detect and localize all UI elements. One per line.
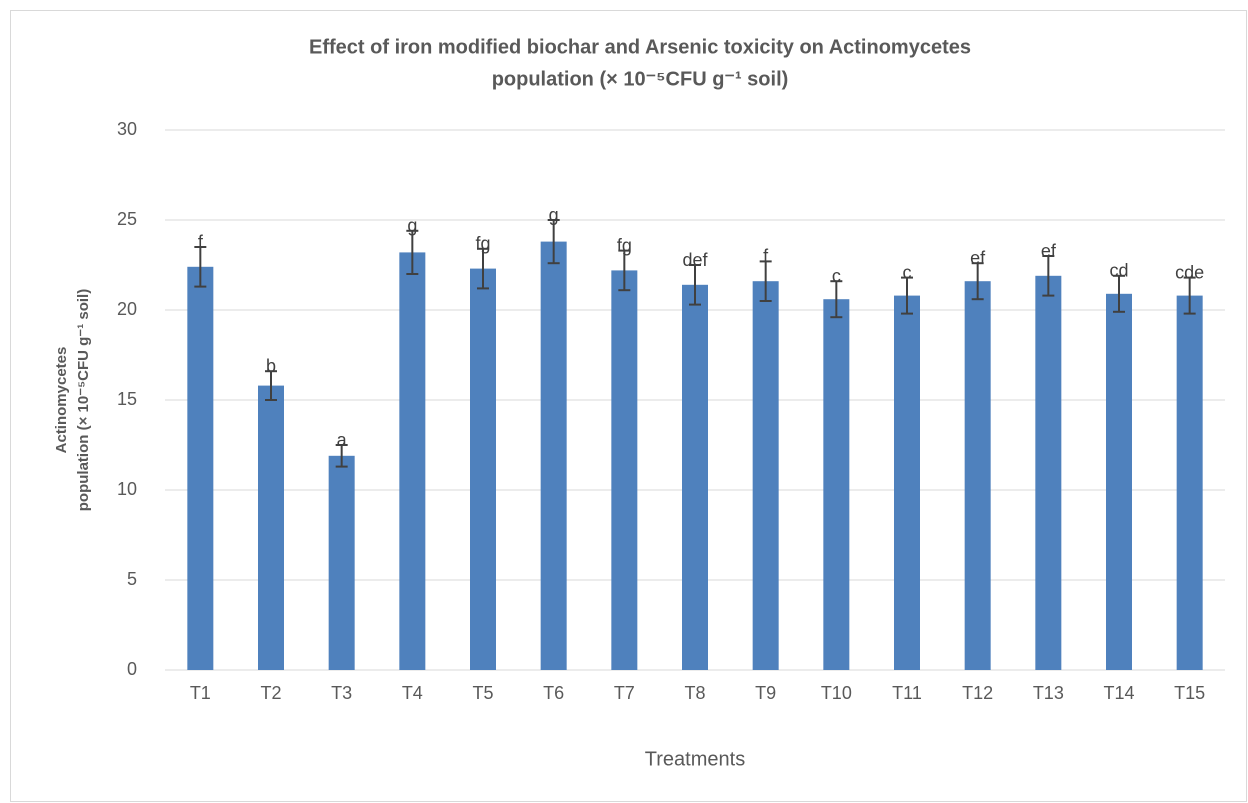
error-bar (547, 219, 560, 265)
y-tick-label: 5 (127, 569, 137, 589)
error-bar (759, 260, 772, 302)
y-tick-label: 15 (117, 389, 137, 409)
error-bar (901, 276, 913, 315)
bar (187, 266, 214, 670)
bar (540, 241, 567, 670)
bar (682, 284, 708, 670)
bar (752, 281, 779, 670)
significance-letter: fg (617, 235, 632, 255)
x-axis-title: Treatments (645, 748, 745, 770)
error-bar (406, 229, 419, 275)
error-bar (477, 247, 489, 290)
bar (1035, 275, 1062, 670)
x-tick-label: T9 (755, 683, 776, 703)
error-bar (689, 264, 701, 306)
x-tick-label: T2 (260, 683, 281, 703)
y-tick-label: 10 (117, 479, 137, 499)
error-bar (194, 246, 207, 288)
y-tick-label: 30 (117, 119, 137, 139)
significance-letter: g (407, 216, 417, 236)
significance-letter: cde (1175, 262, 1204, 282)
y-tick-label: 25 (117, 209, 137, 229)
significance-letter: b (266, 356, 276, 376)
bar (328, 455, 355, 670)
y-tick-label: 0 (127, 659, 137, 679)
significance-letter: g (549, 205, 559, 225)
x-tick-label: T8 (684, 683, 705, 703)
x-tick-label: T1 (190, 683, 211, 703)
significance-letter: def (682, 250, 708, 270)
y-axis-title: Actinomycetes (53, 347, 70, 454)
error-bar (618, 249, 631, 292)
error-bar (265, 370, 277, 401)
significance-letter: f (763, 246, 769, 266)
y-tick-label: 20 (117, 299, 137, 319)
x-tick-label: T12 (962, 683, 993, 703)
y-axis-title: population (× 10⁻⁵CFU g⁻¹ soil) (75, 289, 92, 511)
x-tick-label: T15 (1174, 683, 1205, 703)
x-tick-label: T10 (821, 683, 852, 703)
x-tick-label: T7 (614, 683, 635, 703)
x-tick-label: T4 (402, 683, 423, 703)
significance-letter: ef (1041, 241, 1057, 261)
error-bar (1042, 255, 1055, 297)
significance-letter: f (198, 232, 204, 252)
significance-letter: cd (1109, 261, 1128, 281)
x-tick-label: T13 (1033, 683, 1064, 703)
error-bar (971, 262, 984, 301)
x-tick-label: T3 (331, 683, 352, 703)
error-bar (1183, 276, 1196, 315)
chart-title: Effect of iron modified biochar and Arse… (309, 36, 971, 58)
bar (964, 281, 991, 670)
significance-letter: ef (970, 248, 986, 268)
bar (611, 270, 638, 670)
x-tick-label: T11 (892, 683, 922, 703)
bar (1106, 293, 1132, 670)
significance-letter: a (337, 430, 348, 450)
x-tick-label: T14 (1103, 683, 1134, 703)
error-bar (1113, 274, 1125, 313)
x-tick-label: T5 (472, 683, 493, 703)
bar (470, 268, 496, 670)
error-bar (335, 444, 348, 468)
bar (823, 299, 850, 670)
bar (258, 385, 284, 670)
chart-title: population (× 10⁻⁵CFU g⁻¹ soil) (492, 68, 789, 90)
significance-letter: c (903, 262, 912, 282)
error-bar (830, 280, 843, 319)
significance-letter: fg (475, 234, 490, 254)
bar (1176, 295, 1203, 670)
bar (894, 295, 920, 670)
bar (399, 252, 426, 670)
significance-letter: c (832, 266, 841, 286)
x-tick-label: T6 (543, 683, 564, 703)
